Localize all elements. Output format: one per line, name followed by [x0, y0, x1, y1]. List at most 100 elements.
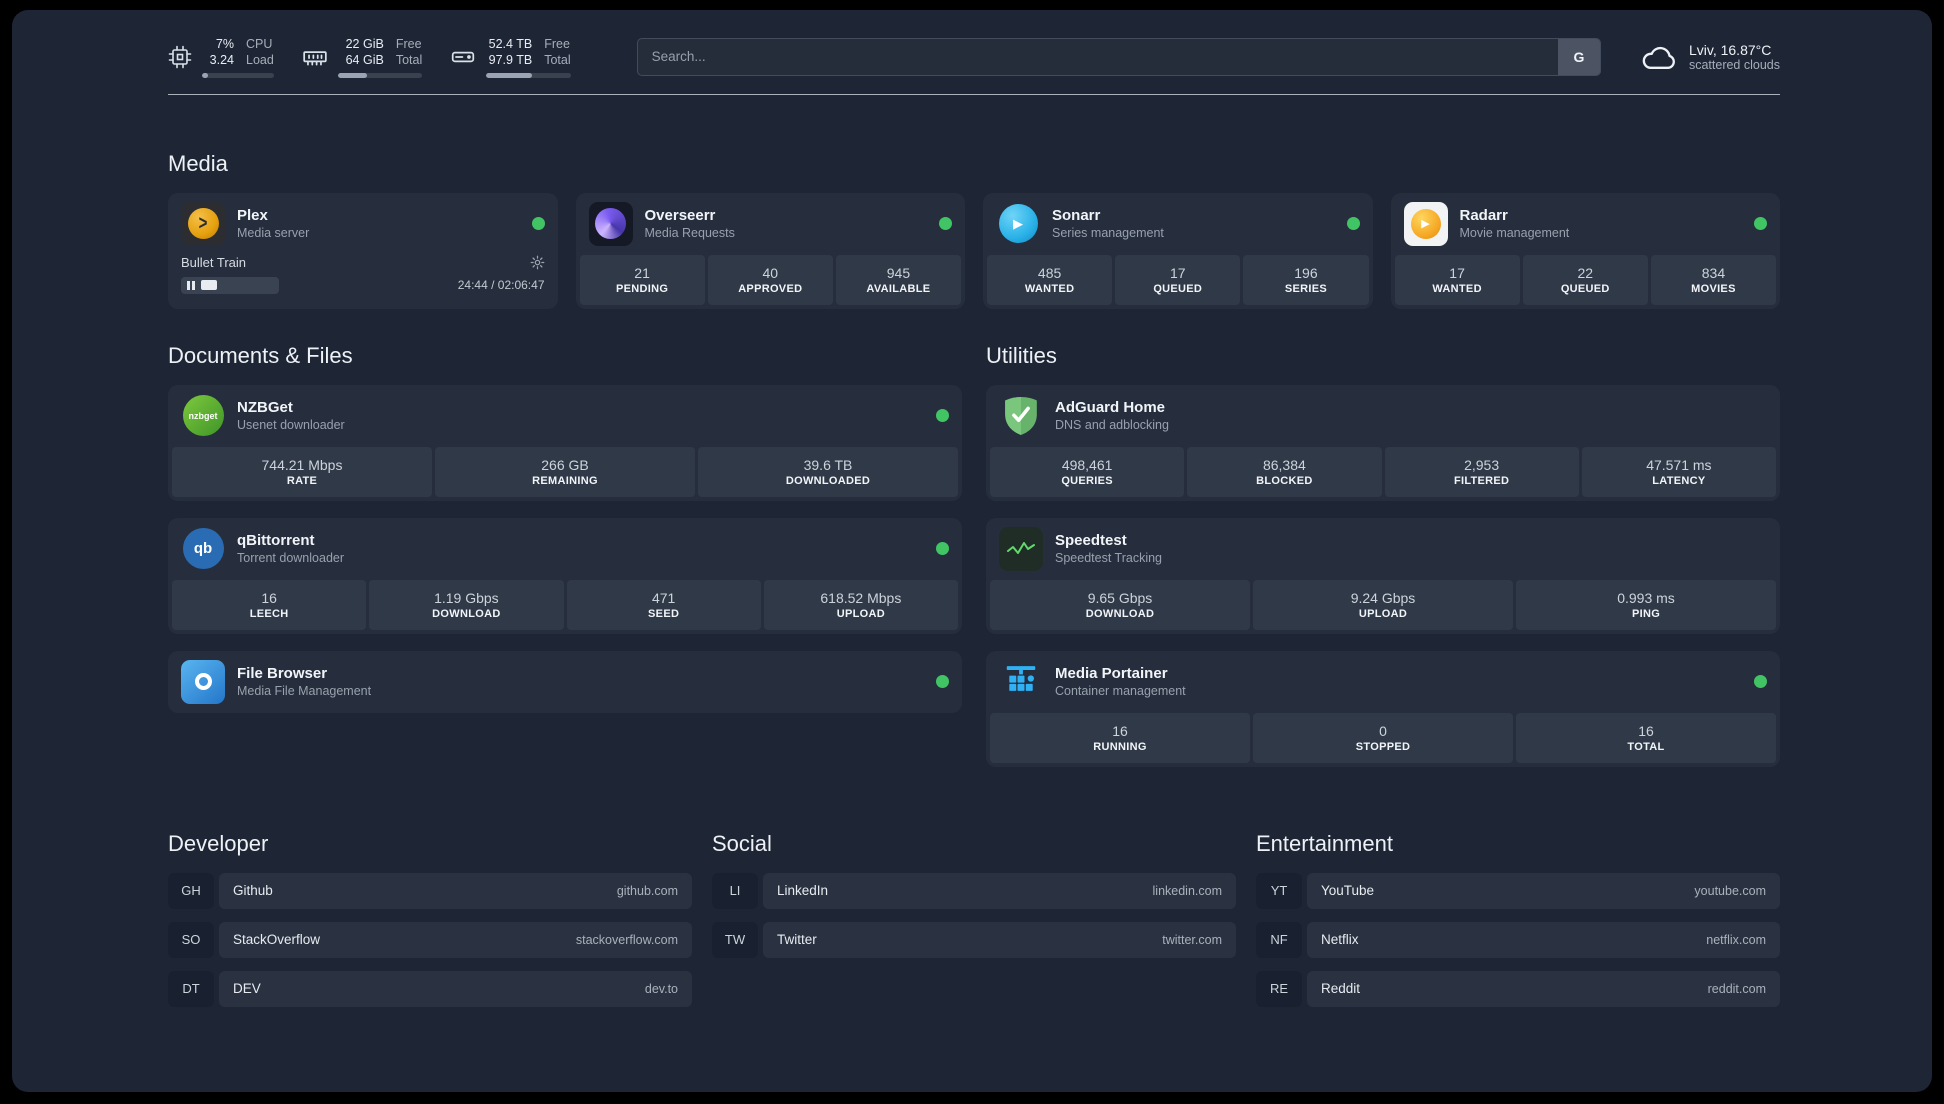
stat-queued: 17 QUEUED [1115, 254, 1241, 305]
documents-column: Documents & Files nzbget NZBGet Usenet d… [168, 343, 962, 713]
service-description: Movie management [1459, 226, 1570, 240]
disk-total-label: Total [544, 53, 571, 68]
stat-value: 0 [1379, 722, 1387, 739]
stat-value: 16 [1112, 722, 1128, 739]
search-input[interactable] [636, 37, 1601, 76]
service-link-adguard[interactable]: AdGuard Home DNS and adblocking [986, 385, 1780, 447]
service-link-filebrowser[interactable]: File Browser Media File Management [168, 651, 962, 713]
service-link-overseerr[interactable]: Overseerr Media Requests [576, 193, 966, 255]
service-stats: 485 WANTED 17 QUEUED 196 SERIES [983, 254, 1373, 309]
search-bar: G [636, 37, 1601, 76]
service-stats: 16 LEECH 1.19 Gbps DOWNLOAD 471 SEED [168, 579, 962, 634]
stat-value: 266 GB [541, 456, 589, 473]
memory-ram-icon [303, 51, 327, 66]
playback-elapsed [200, 280, 217, 290]
service-stats: 21 PENDING 40 APPROVED 945 AVAILABLE [576, 254, 966, 309]
bookmark-reddit[interactable]: RE Reddit reddit.com [1256, 970, 1780, 1007]
bookmark-dev[interactable]: DT DEV dev.to [168, 970, 692, 1007]
bookmark-bar: Twitter twitter.com [763, 921, 1236, 958]
status-indicator [936, 675, 949, 688]
stat-value: 945 [886, 264, 911, 281]
status-indicator [936, 409, 949, 422]
stat-value: 485 [1037, 264, 1062, 281]
stat-value: 2,953 [1464, 456, 1500, 473]
service-card-overseerr: Overseerr Media Requests 21 PENDING 40 A… [575, 192, 966, 309]
stat-value: 1.19 Gbps [434, 589, 499, 606]
service-link-qbittorrent[interactable]: qb qBittorrent Torrent downloader [168, 518, 962, 580]
memory-free-label: Free [395, 37, 422, 51]
service-card-speedtest: Speedtest Speedtest Tracking 9.65 Gbps D… [986, 517, 1780, 634]
status-indicator [939, 217, 952, 230]
pause-icon[interactable] [187, 280, 195, 290]
service-link-nzbget[interactable]: nzbget NZBGet Usenet downloader [168, 385, 962, 447]
bookmark-stackoverflow[interactable]: SO StackOverflow stackoverflow.com [168, 921, 692, 958]
settings-gear-icon[interactable] [530, 255, 545, 270]
stat-label: REMAINING [532, 474, 598, 487]
service-link-plex[interactable]: > Plex Media server [168, 193, 558, 255]
stat-value: 21 [634, 264, 650, 281]
service-card-plex: > Plex Media server Bullet Train [168, 192, 558, 309]
section-title-entertainment: Entertainment [1256, 830, 1393, 856]
bookmark-netflix[interactable]: NF Netflix netflix.com [1256, 921, 1780, 958]
service-name: Media Portainer [1055, 665, 1168, 682]
cpu-chip-icon [168, 45, 192, 69]
playback-progress-bar[interactable] [181, 276, 279, 294]
bookmark-bar: DEV dev.to [219, 970, 692, 1007]
stat-value: 0.993 ms [1617, 589, 1675, 606]
status-indicator [936, 542, 949, 555]
disk-total-value: 97.9 TB [488, 53, 533, 68]
service-link-radarr[interactable]: ▶ Radarr Movie management [1391, 193, 1781, 255]
stat-label: BLOCKED [1256, 474, 1313, 487]
stat-label: STOPPED [1355, 740, 1411, 753]
topbar-divider [168, 93, 1780, 95]
portainer-crane-icon [999, 660, 1043, 704]
stat-label: WANTED [1024, 282, 1075, 295]
disk-bar [486, 72, 571, 78]
stat-label: QUEUED [1153, 282, 1203, 295]
service-description: Torrent downloader [237, 551, 345, 565]
stat-running: 16 RUNNING [990, 712, 1250, 763]
cpu-bar [202, 72, 274, 78]
stat-label: AVAILABLE [866, 282, 931, 295]
service-description: Usenet downloader [237, 418, 345, 432]
bookmark-bar: StackOverflow stackoverflow.com [219, 921, 692, 958]
cpu-load-value: 3.24 [209, 53, 234, 68]
stat-label: MOVIES [1691, 282, 1736, 295]
service-stats: 9.65 Gbps DOWNLOAD 9.24 Gbps UPLOAD 0.99… [986, 579, 1780, 634]
stat-label: SEED [648, 607, 680, 620]
utilities-column: Utilities [986, 343, 1780, 767]
disk-widget: 52.4 TB Free 97.9 TB Total [450, 36, 571, 78]
bookmark-twitter[interactable]: TW Twitter twitter.com [712, 921, 1236, 958]
stat-wanted: 17 WANTED [1394, 254, 1520, 305]
weather-condition: scattered clouds [1688, 57, 1780, 72]
weather-location: Lviv, 16.87°C [1688, 41, 1772, 58]
service-link-speedtest[interactable]: Speedtest Speedtest Tracking [986, 518, 1780, 580]
bookmark-url: netflix.com [1706, 932, 1766, 947]
bookmark-linkedin[interactable]: LI LinkedIn linkedin.com [712, 872, 1236, 909]
adguard-shield-icon [999, 394, 1043, 438]
bookmark-bar: Reddit reddit.com [1307, 970, 1780, 1007]
stat-label: PENDING [615, 282, 669, 295]
now-playing-title: Bullet Train [181, 254, 247, 270]
memory-widget: 22 GiB Free 64 GiB Total [302, 36, 423, 78]
stat-value: 744.21 Mbps [261, 456, 343, 473]
service-name: Radarr [1459, 207, 1508, 224]
service-description: Container management [1055, 684, 1186, 698]
status-indicator [1754, 675, 1767, 688]
media-grid: > Plex Media server Bullet Train [168, 192, 1781, 309]
service-name: Speedtest [1055, 532, 1127, 549]
stat-value: 22 [1577, 264, 1594, 281]
service-name: Overseerr [644, 207, 716, 224]
service-description: DNS and adblocking [1055, 418, 1169, 432]
status-indicator [1754, 217, 1767, 230]
service-link-sonarr[interactable]: ▶ Sonarr Series management [983, 193, 1373, 255]
bookmark-youtube[interactable]: YT YouTube youtube.com [1256, 872, 1780, 909]
bookmark-github[interactable]: GH Github github.com [168, 872, 692, 909]
bookmark-name: StackOverflow [233, 932, 321, 947]
stat-rate: 744.21 Mbps RATE [172, 446, 432, 497]
section-title-developer: Developer [168, 830, 269, 856]
search-provider-button[interactable]: G [1557, 38, 1600, 75]
service-name: File Browser [237, 665, 328, 682]
stat-value: 40 [762, 264, 779, 281]
service-link-portainer[interactable]: Media Portainer Container management [986, 651, 1780, 713]
